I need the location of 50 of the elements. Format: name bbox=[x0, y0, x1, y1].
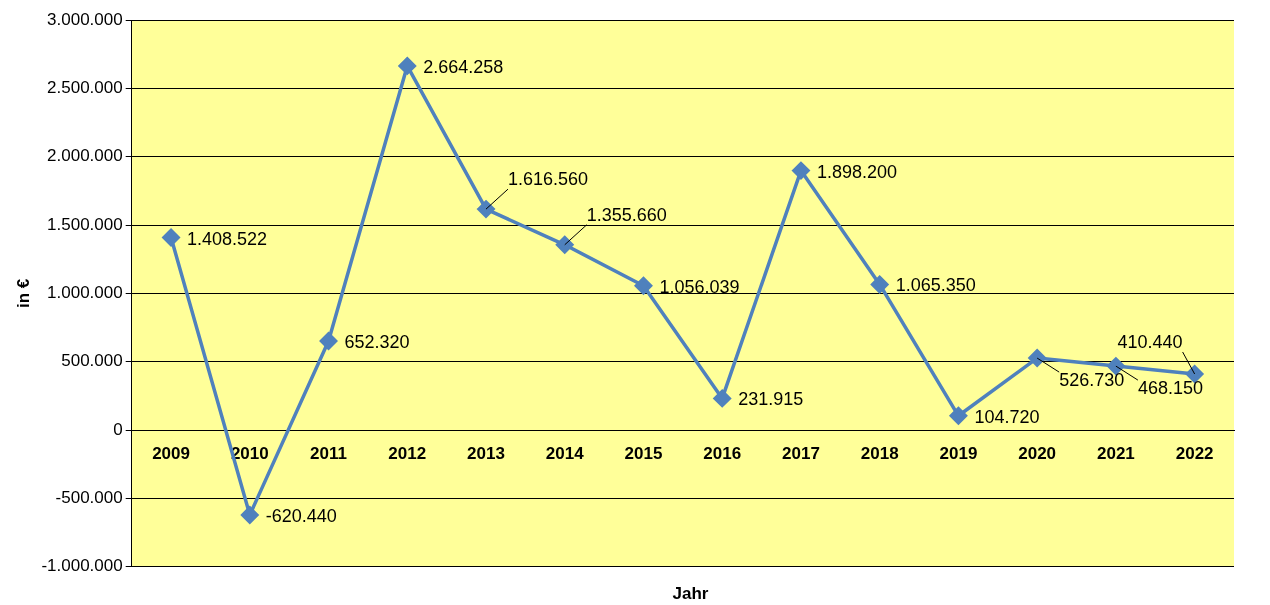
x-tick-label: 2022 bbox=[1175, 443, 1214, 463]
data-label: 1.898.200 bbox=[816, 161, 898, 182]
y-tick-label: -1.000.000 bbox=[41, 556, 123, 576]
y-tick-label: 2.000.000 bbox=[47, 146, 123, 166]
x-tick-label: 2014 bbox=[545, 443, 585, 463]
data-label: 468.150 bbox=[1137, 378, 1203, 399]
x-tick-label: 2011 bbox=[310, 443, 347, 463]
point bbox=[634, 276, 653, 295]
data-label: 410.440 bbox=[1117, 331, 1183, 352]
data-label: 1.065.350 bbox=[895, 275, 976, 296]
x-tick-label: 2020 bbox=[1018, 443, 1057, 463]
point bbox=[477, 200, 495, 218]
y-axis-title: in € bbox=[13, 278, 33, 309]
data-label: 1.408.522 bbox=[187, 228, 268, 249]
x-tick-label: 2021 bbox=[1096, 443, 1135, 463]
point bbox=[319, 332, 338, 350]
x-tick-label: 2015 bbox=[624, 443, 663, 463]
x-tick-label: 2016 bbox=[703, 443, 742, 463]
y-tick-label: 0 bbox=[113, 419, 123, 439]
y-tick-label: 500.000 bbox=[61, 351, 123, 371]
data-label: 526.730 bbox=[1059, 370, 1125, 391]
point bbox=[241, 506, 259, 524]
data-label: 652.320 bbox=[344, 331, 410, 352]
point bbox=[398, 57, 417, 75]
data-label: 1.056.039 bbox=[659, 276, 740, 297]
y-tick-label: -500.000 bbox=[55, 488, 123, 508]
point bbox=[162, 228, 180, 247]
point bbox=[713, 389, 731, 408]
data-label: 1.616.560 bbox=[508, 169, 589, 190]
x-tick-label: 2013 bbox=[467, 443, 505, 463]
x-tick-label: 2019 bbox=[939, 443, 978, 463]
point bbox=[792, 161, 810, 180]
data-label: -620.440 bbox=[265, 505, 337, 526]
point bbox=[1028, 349, 1046, 367]
x-tick-label: 2018 bbox=[860, 443, 899, 463]
data-label: 1.355.660 bbox=[586, 204, 667, 225]
data-label: 104.720 bbox=[974, 406, 1040, 427]
y-tick-label: 3.000.000 bbox=[47, 9, 123, 29]
point bbox=[949, 407, 968, 425]
y-tick-label: 1.000.000 bbox=[47, 283, 123, 303]
x-tick-label: 2009 bbox=[152, 443, 190, 463]
x-tick-label: 2012 bbox=[388, 443, 427, 463]
x-axis-title: Jahr bbox=[671, 584, 710, 604]
point bbox=[555, 236, 574, 254]
y-tick-label: 1.500.000 bbox=[47, 214, 123, 234]
y-tick-label: 2.500.000 bbox=[47, 78, 123, 98]
x-tick-label: 2017 bbox=[782, 443, 820, 463]
point bbox=[870, 275, 889, 294]
data-label: 231.915 bbox=[738, 389, 804, 410]
data-label: 2.664.258 bbox=[423, 56, 504, 77]
